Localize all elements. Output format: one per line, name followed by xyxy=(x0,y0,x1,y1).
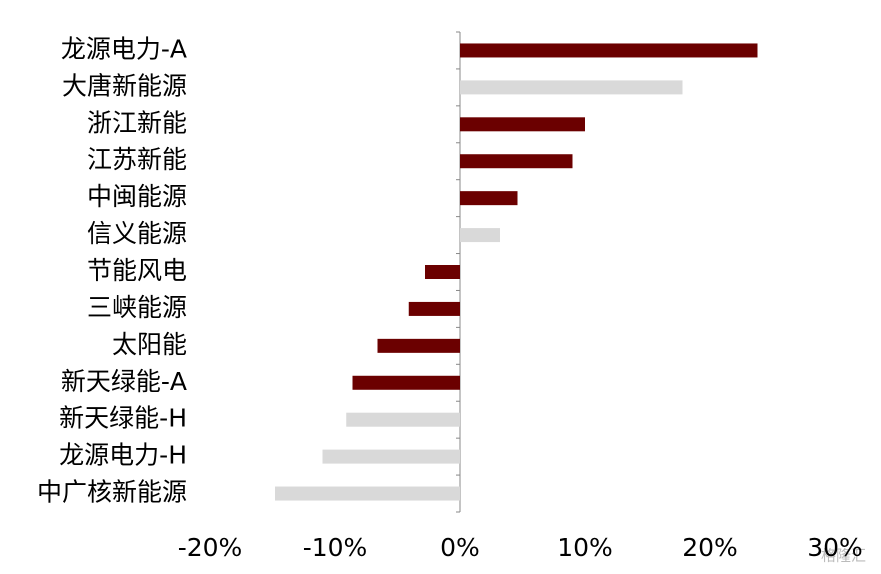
y-tick-label: 中闽能源 xyxy=(87,182,187,211)
bar xyxy=(460,117,585,132)
x-tick-label: 20% xyxy=(682,533,738,562)
y-tick-label: 三峡能源 xyxy=(87,293,187,322)
y-tick-label: 中广核新能源 xyxy=(37,478,187,507)
bar xyxy=(460,43,758,58)
bar xyxy=(275,486,460,501)
x-tick-label: -20% xyxy=(178,533,243,562)
bar xyxy=(425,265,460,279)
x-tick-label: -10% xyxy=(303,533,368,562)
x-tick-label: 0% xyxy=(440,533,480,562)
bar xyxy=(408,301,460,316)
bar xyxy=(460,80,683,95)
y-tick-label: 太阳能 xyxy=(112,330,187,359)
y-tick-label: 龙源电力-A xyxy=(61,34,187,63)
y-tick-label: 浙江新能 xyxy=(87,108,187,137)
y-tick-label: 信义能源 xyxy=(87,219,187,248)
bar xyxy=(377,338,460,353)
y-tick-label: 江苏新能 xyxy=(87,145,187,174)
y-tick-label: 大唐新能源 xyxy=(62,71,187,100)
bar xyxy=(322,449,460,464)
bar xyxy=(460,191,518,206)
bar xyxy=(352,375,460,390)
bar xyxy=(460,228,500,243)
y-tick-label: 新天绿能-H xyxy=(59,404,187,433)
x-tick-label: 10% xyxy=(557,533,613,562)
x-tick-label: 30% xyxy=(807,533,863,562)
bar xyxy=(460,154,573,169)
y-tick-label: 新天绿能-A xyxy=(61,367,187,396)
watermark: 格隆汇 xyxy=(821,547,866,565)
y-tick-label: 龙源电力-H xyxy=(59,441,187,470)
y-tick-label: 节能风电 xyxy=(87,256,187,285)
bar xyxy=(346,412,460,427)
